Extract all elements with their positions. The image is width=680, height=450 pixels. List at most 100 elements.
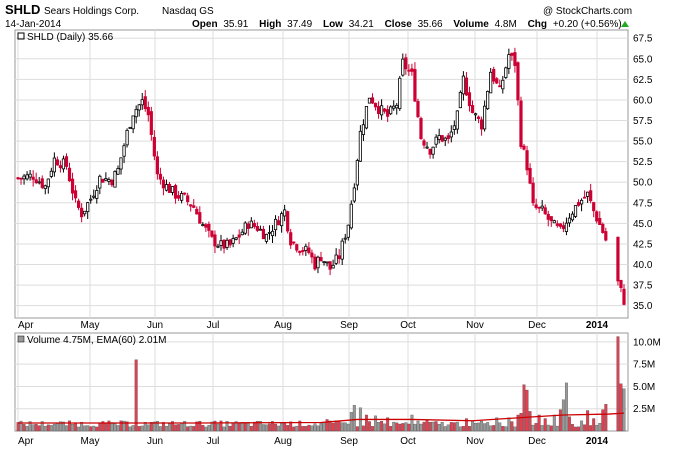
volume-bar	[398, 423, 402, 432]
candle-body	[334, 254, 338, 264]
candle-body	[358, 130, 362, 162]
volume-bar	[552, 414, 556, 432]
price-tick-label: 40.0	[633, 260, 653, 271]
volume-bar	[558, 409, 562, 432]
volume-bar	[125, 421, 129, 432]
candle-body	[413, 69, 417, 102]
candle-body	[389, 106, 393, 115]
x-tick-label-bottom: Jun	[147, 436, 163, 447]
volume-bar	[471, 420, 474, 432]
candle-body	[573, 205, 578, 217]
volume-bar	[346, 423, 350, 432]
candle-body	[89, 198, 93, 201]
candle-body	[376, 106, 381, 114]
ticker-symbol: SHLD	[5, 2, 40, 17]
volume-bar	[52, 423, 56, 432]
candle-body	[364, 105, 369, 129]
volume-bar	[371, 426, 374, 432]
volume-bar	[268, 423, 271, 432]
low-label: Low	[323, 19, 343, 30]
candle-body	[346, 224, 350, 238]
volume-bar	[204, 426, 208, 432]
candle-body	[292, 241, 296, 244]
x-tick-label: Nov	[466, 320, 484, 331]
candle-body	[440, 135, 444, 142]
volume-bar	[316, 425, 320, 432]
volume-bar	[468, 426, 471, 432]
price-tick-label: 57.5	[633, 116, 653, 127]
candle-body	[310, 252, 314, 258]
volume-bar	[525, 389, 529, 432]
volume-bar	[374, 415, 377, 432]
volume-bar	[340, 422, 344, 432]
price-tick-label: 35.0	[633, 301, 653, 312]
candle-body	[604, 231, 608, 241]
volume-bar	[46, 424, 50, 432]
candle-body	[495, 78, 499, 84]
candle-body	[161, 179, 166, 189]
volume-bar	[28, 421, 32, 432]
volume-bar	[583, 424, 587, 432]
candle-body	[92, 195, 96, 198]
volume-bar	[149, 422, 153, 432]
volume-bar	[604, 404, 608, 432]
volume-bar	[265, 424, 268, 432]
volume-bar	[40, 421, 44, 432]
candle-body	[164, 184, 169, 191]
candle-body	[343, 237, 347, 240]
volume-bar	[504, 426, 508, 432]
volume-bar	[413, 423, 417, 432]
candle-body	[216, 245, 220, 248]
candle-body	[116, 168, 120, 175]
ema-line	[18, 412, 625, 424]
exchange-name: Nasdaq GS	[162, 6, 214, 17]
candle-body	[619, 279, 623, 289]
volume-bar	[492, 425, 496, 432]
volume-bar	[343, 422, 347, 432]
candle-body	[113, 171, 117, 188]
volume-bar	[364, 414, 368, 432]
candle-body	[455, 110, 459, 130]
candle-body	[498, 85, 502, 88]
price-y-axis: 35.0 37.5 40.0 42.5 45.0 47.5 50.0 52.5 55.0 57.5…	[633, 34, 653, 312]
volume-bar	[449, 422, 453, 432]
volume-bar	[255, 421, 259, 432]
candle-body	[180, 193, 184, 201]
volume-bar	[186, 426, 190, 432]
candle-body	[225, 239, 229, 248]
volume-tick-label: 10.0M	[633, 337, 661, 348]
candle-body	[561, 225, 566, 229]
candle-body	[428, 148, 432, 155]
volume-bar	[455, 421, 459, 432]
volume-bar	[174, 424, 178, 432]
volume-bar	[549, 425, 553, 432]
volume-bar	[55, 423, 59, 432]
x-tick-label: May	[81, 320, 100, 331]
volume-legend-swatch-icon	[17, 335, 25, 343]
x-tick-label: Sep	[340, 320, 358, 331]
candle-body	[519, 100, 523, 147]
candle-body	[289, 232, 293, 246]
candle-body	[73, 190, 78, 199]
volume-bar	[298, 420, 302, 432]
candle-body	[61, 158, 66, 170]
candle-body	[473, 113, 478, 116]
volume-bar	[443, 426, 447, 432]
volume-bar	[243, 422, 247, 432]
candle-body	[367, 97, 372, 104]
volume-bar	[283, 423, 287, 432]
volume-bar	[513, 426, 517, 432]
volume-bar	[325, 419, 329, 432]
volume-bar	[16, 422, 20, 432]
candle-body	[210, 230, 214, 237]
x-tick-label-bottom: Dec	[528, 436, 546, 447]
volume-bar	[574, 426, 577, 432]
candle-body	[258, 228, 263, 231]
candle-body	[152, 136, 156, 157]
volume-bar	[258, 421, 262, 432]
candle-body	[237, 234, 241, 238]
candle-body	[31, 176, 35, 180]
candle-body	[316, 256, 320, 269]
candle-body	[325, 261, 329, 264]
